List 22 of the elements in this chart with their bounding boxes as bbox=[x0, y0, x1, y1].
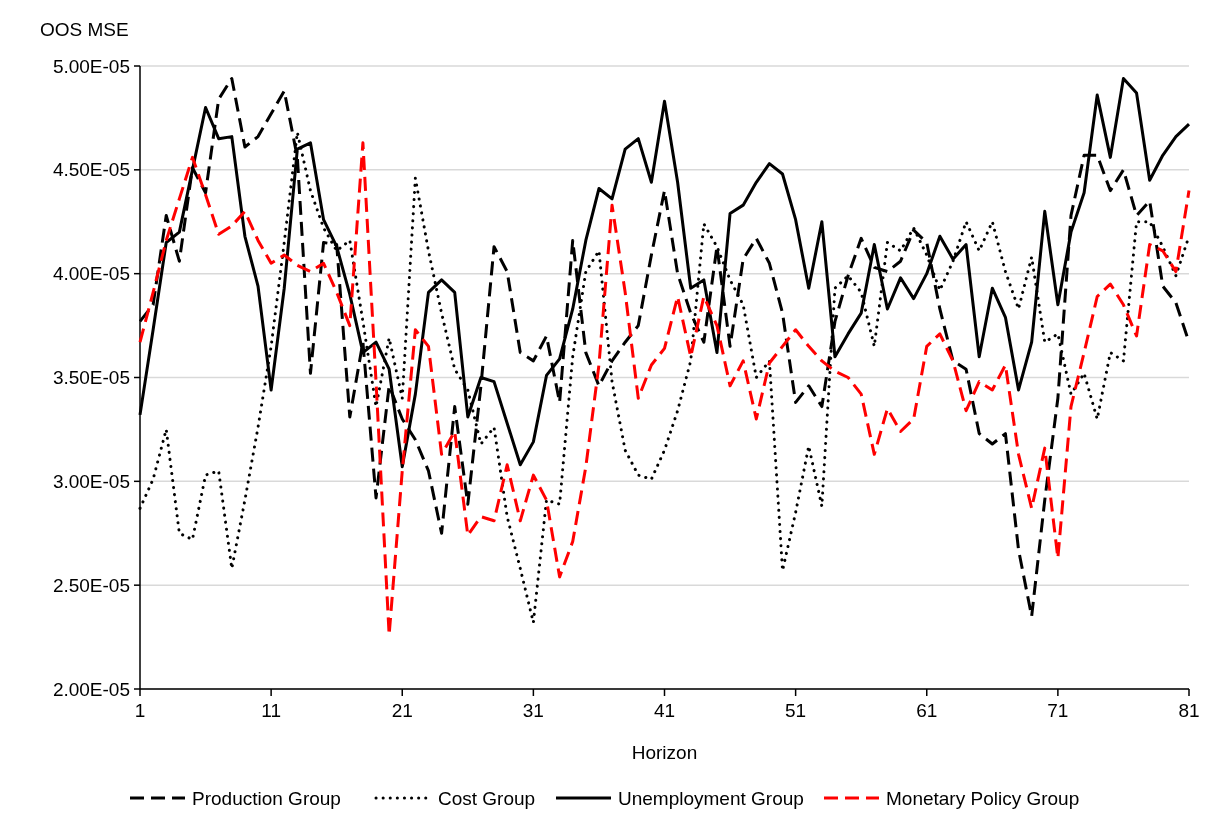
x-tick-label: 31 bbox=[522, 700, 544, 721]
x-tick-label: 41 bbox=[653, 700, 676, 721]
y-tick-label: 3.50E-05 bbox=[52, 367, 130, 389]
legend-label: Unemployment Group bbox=[618, 787, 804, 809]
y-tick-label: 3.00E-05 bbox=[52, 470, 130, 492]
x-tick-label: 1 bbox=[134, 700, 146, 721]
y-tick-label: 4.00E-05 bbox=[52, 263, 130, 285]
x-axis-title: Horizon bbox=[631, 742, 698, 763]
x-tick-label: 61 bbox=[916, 700, 938, 721]
legend-label: Production Group bbox=[192, 787, 341, 809]
y-axis-title: OOS MSE bbox=[40, 19, 129, 40]
x-tick-label: 81 bbox=[1178, 700, 1200, 721]
x-tick-label: 21 bbox=[391, 700, 413, 721]
y-tick-label: 5.00E-05 bbox=[52, 55, 130, 77]
y-tick-label: 2.00E-05 bbox=[52, 678, 130, 700]
legend-label: Monetary Policy Group bbox=[886, 787, 1080, 809]
y-tick-label: 2.50E-05 bbox=[52, 574, 130, 596]
x-tick-label: 71 bbox=[1047, 700, 1069, 721]
x-tick-label: 51 bbox=[785, 700, 807, 721]
legend-label: Cost Group bbox=[438, 787, 536, 809]
y-tick-label: 4.50E-05 bbox=[52, 159, 130, 181]
x-tick-label: 11 bbox=[261, 700, 281, 721]
